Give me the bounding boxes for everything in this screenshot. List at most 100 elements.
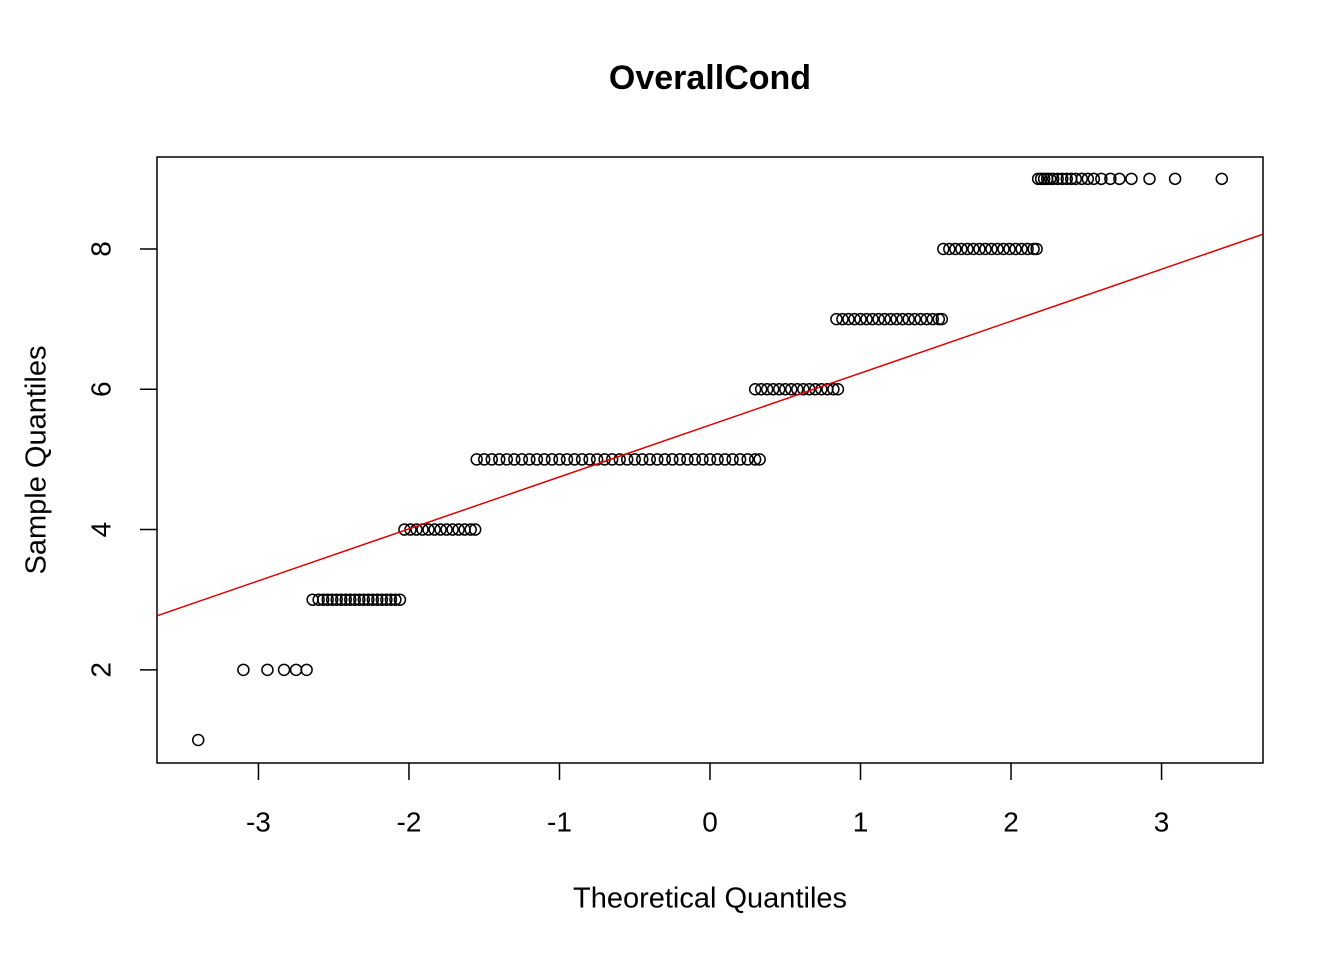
- point: [890, 312, 903, 326]
- point: [1104, 172, 1117, 186]
- point: [991, 242, 1004, 256]
- point: [325, 593, 339, 606]
- point: [300, 663, 313, 677]
- point: [748, 383, 762, 396]
- point: [651, 453, 664, 466]
- x-tick-label: -1: [547, 806, 572, 837]
- point: [389, 593, 402, 606]
- point: [696, 453, 709, 466]
- point: [1043, 172, 1057, 186]
- point: [985, 242, 998, 256]
- point: [1113, 172, 1126, 186]
- point: [1046, 172, 1060, 186]
- y-tick-label: 2: [85, 662, 116, 678]
- point: [997, 242, 1010, 256]
- point: [726, 453, 739, 466]
- chart-title: OverallCond: [609, 59, 811, 97]
- point: [1095, 172, 1108, 186]
- point: [380, 593, 393, 606]
- point: [866, 312, 879, 326]
- point: [334, 593, 348, 606]
- point: [711, 453, 724, 466]
- point: [872, 312, 885, 326]
- point: [440, 523, 453, 536]
- point: [1015, 242, 1028, 256]
- point: [477, 453, 491, 466]
- point: [605, 453, 619, 466]
- x-axis-label: Theoretical Quantiles: [573, 883, 847, 915]
- point: [1021, 242, 1034, 256]
- point: [1060, 172, 1073, 186]
- point: [446, 523, 459, 536]
- point: [384, 593, 398, 606]
- point: [321, 593, 334, 606]
- point: [760, 383, 774, 396]
- x-tick-label: -3: [246, 806, 271, 837]
- point: [470, 453, 483, 466]
- point: [1030, 242, 1043, 256]
- y-tick-label: 8: [85, 241, 116, 257]
- point: [237, 663, 250, 677]
- point: [955, 242, 968, 256]
- x-tick-label: 1: [853, 806, 869, 837]
- point: [772, 383, 786, 396]
- point: [848, 312, 861, 326]
- point: [398, 523, 411, 536]
- point: [393, 593, 407, 606]
- point: [410, 523, 423, 536]
- points: [191, 172, 1229, 747]
- point: [1034, 172, 1048, 186]
- point: [884, 312, 897, 326]
- point: [1168, 172, 1182, 186]
- point: [553, 453, 566, 466]
- point: [967, 242, 980, 256]
- point: [842, 312, 855, 326]
- point: [545, 453, 559, 466]
- point: [949, 242, 962, 256]
- point: [703, 453, 717, 466]
- point: [191, 733, 205, 747]
- point: [673, 453, 687, 466]
- point: [797, 383, 810, 396]
- point: [613, 453, 626, 466]
- point: [914, 312, 927, 326]
- point: [316, 593, 330, 606]
- point: [1075, 172, 1089, 186]
- point: [590, 453, 604, 466]
- point: [836, 312, 849, 326]
- point: [809, 383, 822, 396]
- point: [979, 242, 992, 256]
- point: [1069, 172, 1083, 186]
- point: [688, 453, 702, 466]
- point: [353, 593, 366, 606]
- point: [785, 383, 798, 396]
- point: [779, 383, 792, 396]
- reference-line: [156, 233, 1264, 617]
- point: [827, 383, 840, 396]
- point: [575, 453, 589, 466]
- point: [1037, 172, 1051, 186]
- x-tick-label: 0: [702, 806, 718, 837]
- point: [568, 453, 581, 466]
- point: [636, 453, 649, 466]
- point: [741, 453, 754, 466]
- point: [1003, 242, 1016, 256]
- point: [643, 453, 657, 466]
- point: [766, 383, 780, 396]
- point: [375, 593, 389, 606]
- point: [854, 312, 867, 326]
- plot-frame: [156, 156, 1264, 764]
- point: [434, 523, 447, 536]
- point: [560, 453, 574, 466]
- point: [357, 593, 371, 606]
- point: [330, 593, 343, 606]
- y-tick-label: 4: [85, 522, 116, 538]
- point: [464, 523, 477, 536]
- point: [666, 453, 679, 466]
- x-tick-label: -2: [397, 806, 422, 837]
- point: [312, 593, 325, 606]
- point: [468, 523, 482, 536]
- point: [926, 312, 940, 326]
